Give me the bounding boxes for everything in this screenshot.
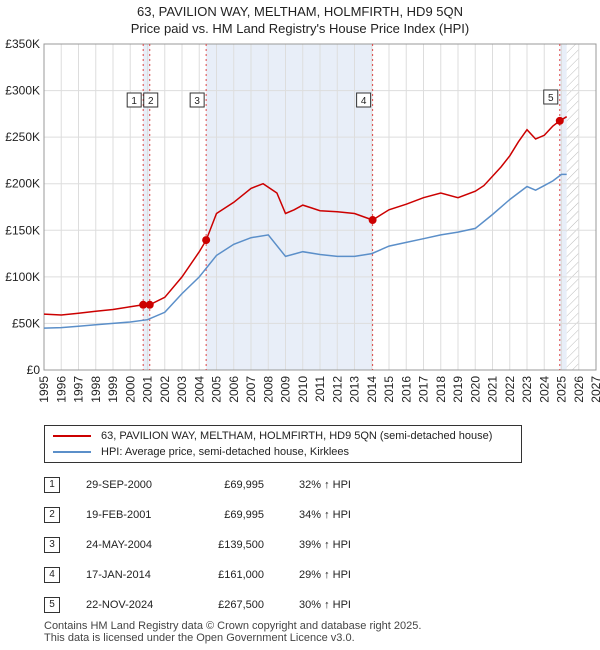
sale-label-5: 5 bbox=[548, 93, 554, 104]
x-tick-label: 2018 bbox=[434, 376, 448, 403]
sale-label-box-3 bbox=[189, 92, 205, 108]
sale-point-5 bbox=[555, 116, 564, 125]
x-tick-label: 2020 bbox=[468, 376, 482, 403]
y-tick-label: £350K bbox=[5, 37, 40, 51]
sale-label-box-5 bbox=[543, 89, 559, 105]
x-tick-label: 2000 bbox=[123, 376, 137, 403]
sale-hpi-change: 39% ↑ HPI bbox=[299, 539, 351, 551]
footer-licence: This data is licensed under the Open Gov… bbox=[44, 632, 355, 644]
chart-legend: 63, PAVILION WAY, MELTHAM, HOLMFIRTH, HD… bbox=[44, 425, 522, 463]
sale-label-3: 3 bbox=[194, 96, 200, 107]
x-tick-label: 2013 bbox=[348, 376, 362, 403]
x-tick-label: 2017 bbox=[417, 376, 431, 403]
sale-date: 22-NOV-2024 bbox=[86, 599, 154, 611]
sale-number-badge: 4 bbox=[44, 567, 60, 583]
forecast-hatch bbox=[566, 44, 579, 370]
y-tick-label: £300K bbox=[5, 84, 40, 98]
x-tick-label: 2010 bbox=[296, 376, 310, 403]
sale-point-2 bbox=[145, 300, 154, 309]
x-tick-label: 2005 bbox=[210, 376, 224, 403]
sale-date: 24-MAY-2004 bbox=[86, 539, 153, 551]
y-tick-label: £100K bbox=[5, 270, 40, 284]
x-tick-label: 2011 bbox=[313, 376, 327, 402]
sale-date: 29-SEP-2000 bbox=[86, 479, 153, 491]
legend-hpi-swatch bbox=[53, 451, 91, 454]
x-tick-label: 2016 bbox=[399, 376, 413, 403]
sale-hpi-change: 29% ↑ HPI bbox=[299, 569, 351, 581]
x-tick-label: 1999 bbox=[106, 376, 120, 403]
plot-frame bbox=[43, 43, 597, 371]
x-tick-label: 2027 bbox=[589, 376, 600, 403]
series-line-hpi bbox=[43, 173, 567, 329]
footer-copyright: Contains HM Land Registry data © Crown c… bbox=[44, 620, 422, 632]
legend-hpi-label: HPI: Average price, semi-detached house,… bbox=[101, 446, 350, 458]
x-tick-label: 2024 bbox=[537, 376, 551, 403]
x-tick-label: 1996 bbox=[54, 376, 68, 403]
x-tick-label: 1997 bbox=[72, 376, 86, 403]
sale-label-box-2 bbox=[143, 92, 159, 108]
sale-label-box-4 bbox=[356, 92, 372, 108]
sale-price: £69,995 bbox=[224, 509, 264, 521]
sale-number-badge: 3 bbox=[44, 537, 60, 553]
sale-date: 17-JAN-2014 bbox=[86, 569, 151, 581]
sale-price: £161,000 bbox=[218, 569, 264, 581]
chart-title: 63, PAVILION WAY, MELTHAM, HOLMFIRTH, HD… bbox=[136, 4, 464, 19]
x-tick-label: 2002 bbox=[158, 376, 172, 403]
x-tick-label: 2023 bbox=[520, 376, 534, 403]
price-chart: £0 £50K £100K £150K £200K £250K £300K £350K 1995… bbox=[5, 37, 600, 403]
sale-point-1 bbox=[139, 300, 148, 309]
x-tick-label: 2014 bbox=[365, 376, 379, 403]
y-tick-label: £200K bbox=[5, 177, 40, 191]
sale-price: £139,500 bbox=[218, 539, 264, 551]
legend-property-label: 63, PAVILION WAY, MELTHAM, HOLMFIRTH, HD… bbox=[101, 430, 493, 442]
sale-number-badge: 1 bbox=[44, 477, 60, 493]
sale-label-4: 4 bbox=[361, 96, 367, 107]
sale-price: £267,500 bbox=[218, 599, 264, 611]
x-tick-label: 2022 bbox=[503, 376, 517, 403]
legend-entry-property: 63, PAVILION WAY, MELTHAM, HOLMFIRTH, HD… bbox=[53, 428, 492, 444]
x-tick-label: 2008 bbox=[261, 376, 275, 403]
y-tick-label: £150K bbox=[5, 223, 40, 237]
x-tick-label: 2026 bbox=[572, 376, 586, 403]
x-tick-label: 2007 bbox=[244, 376, 258, 403]
sale-label-1: 1 bbox=[131, 96, 137, 107]
x-tick-label: 2025 bbox=[555, 376, 569, 403]
y-tick-label: £250K bbox=[5, 130, 40, 144]
chart-subtitle: Price paid vs. HM Land Registry's House … bbox=[130, 21, 470, 36]
x-tick-label: 2019 bbox=[451, 376, 465, 403]
x-tick-label: 1995 bbox=[37, 376, 51, 403]
sale-band-5 bbox=[559, 44, 567, 370]
sale-point-3 bbox=[202, 236, 211, 245]
y-tick-label: £0 bbox=[27, 363, 41, 377]
x-tick-label: 2021 bbox=[486, 376, 500, 403]
x-tick-label: 2012 bbox=[330, 376, 344, 403]
legend-entry-hpi: HPI: Average price, semi-detached house,… bbox=[53, 444, 349, 460]
sale-hpi-change: 30% ↑ HPI bbox=[299, 599, 351, 611]
x-tick-label: 2015 bbox=[382, 376, 396, 403]
x-tick-label: 2009 bbox=[279, 376, 293, 403]
sale-hpi-change: 34% ↑ HPI bbox=[299, 509, 351, 521]
sale-point-4 bbox=[368, 216, 377, 225]
sale-band-3-4 bbox=[206, 44, 373, 370]
sale-price: £69,995 bbox=[224, 479, 264, 491]
sale-label-box-1 bbox=[126, 92, 142, 108]
x-tick-label: 2006 bbox=[227, 376, 241, 403]
sale-number-badge: 2 bbox=[44, 507, 60, 523]
x-tick-label: 1998 bbox=[89, 376, 103, 403]
x-tick-label: 2001 bbox=[141, 376, 155, 403]
sale-band-1-2 bbox=[143, 44, 150, 370]
sale-date: 19-FEB-2001 bbox=[86, 509, 152, 521]
sale-number-badge: 5 bbox=[44, 597, 60, 613]
sale-label-2: 2 bbox=[148, 96, 154, 107]
sale-hpi-change: 32% ↑ HPI bbox=[299, 479, 351, 491]
x-tick-label: 2004 bbox=[192, 376, 206, 403]
x-tick-label: 2003 bbox=[175, 376, 189, 403]
legend-property-swatch bbox=[53, 435, 91, 438]
y-tick-label: £50K bbox=[12, 316, 40, 330]
